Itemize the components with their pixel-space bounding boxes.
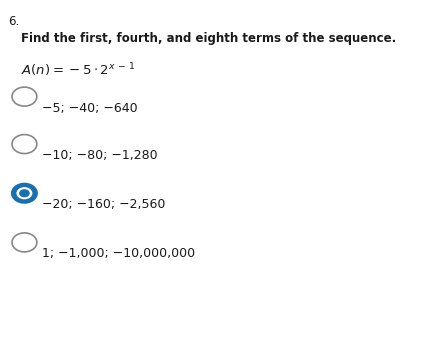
Text: −10; −80; −1,280: −10; −80; −1,280 [42,149,158,162]
Circle shape [12,87,37,106]
Text: 1; −1,000; −10,000,000: 1; −1,000; −10,000,000 [42,247,195,260]
Text: 6.: 6. [8,15,19,28]
Circle shape [12,184,37,203]
Text: Find the first, fourth, and eighth terms of the sequence.: Find the first, fourth, and eighth terms… [21,32,396,45]
Text: −20; −160; −2,560: −20; −160; −2,560 [42,198,166,211]
Circle shape [19,189,30,197]
Circle shape [12,233,37,252]
Text: −5; −40; −640: −5; −40; −640 [42,102,138,115]
Text: $\mathit{A}(\mathit{n}) = -5 \cdot 2^{x\,-\,1}$: $\mathit{A}(\mathit{n}) = -5 \cdot 2^{x\… [21,61,135,79]
Circle shape [16,187,32,199]
Circle shape [12,135,37,154]
